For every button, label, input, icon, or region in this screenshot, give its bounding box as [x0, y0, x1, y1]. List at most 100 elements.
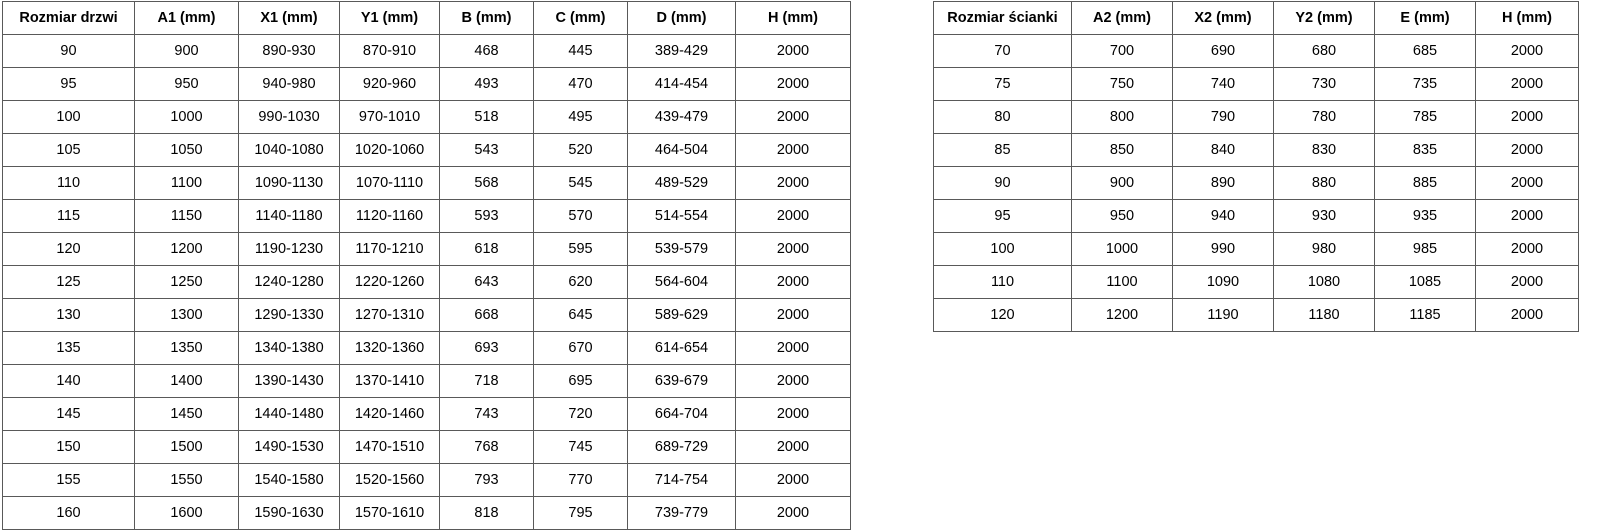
door-table-cell: 793 [439, 463, 534, 497]
wall-table-cell: 70 [933, 34, 1072, 68]
door-table-cell: 564-604 [627, 265, 736, 299]
wall-table-cell: 80 [933, 100, 1072, 134]
door-table-cell: 2000 [735, 430, 851, 464]
door-table-cell: 1550 [134, 463, 239, 497]
door-table-cell: 1420-1460 [339, 397, 440, 431]
door-table-cell: 990-1030 [238, 100, 340, 134]
wall-table-cell: 2000 [1475, 100, 1579, 134]
door-table-cell: 445 [533, 34, 628, 68]
wall-table-cell: 1185 [1374, 298, 1476, 332]
door-table-cell: 1390-1430 [238, 364, 340, 398]
door-table-cell: 520 [533, 133, 628, 167]
wall-table-row: 100 1000 990 980 985 2000 [933, 232, 1579, 266]
door-table-cell: 100 [2, 100, 135, 134]
door-table-cell: 593 [439, 199, 534, 233]
door-table-row: 160 1600 1590-1630 1570-1610 818 795 739-779 20… [2, 496, 851, 530]
wall-table-cell: 700 [1071, 34, 1173, 68]
door-table-cell: 1220-1260 [339, 265, 440, 299]
door-table-cell: 920-960 [339, 67, 440, 101]
door-table-body: 90 900 890-930 870-910 468 445 389-429 2000 95 95… [2, 34, 851, 530]
wall-table-head: Rozmiar ścianki A2 (mm) X2 (mm) Y2 (mm) E (m… [933, 1, 1579, 35]
wall-table-row: 95 950 940 930 935 2000 [933, 199, 1579, 233]
door-table-cell: 105 [2, 133, 135, 167]
door-table-cell: 1200 [134, 232, 239, 266]
door-table-cell: 539-579 [627, 232, 736, 266]
wall-table-cell: 2000 [1475, 265, 1579, 299]
door-table-cell: 155 [2, 463, 135, 497]
door-table-cell: 439-479 [627, 100, 736, 134]
door-table-cell: 718 [439, 364, 534, 398]
door-table-cell: 689-729 [627, 430, 736, 464]
wall-table-cell: 2000 [1475, 232, 1579, 266]
door-table-cell: 1470-1510 [339, 430, 440, 464]
door-table-cell: 570 [533, 199, 628, 233]
door-table-cell: 1500 [134, 430, 239, 464]
door-table-cell: 1300 [134, 298, 239, 332]
door-table-cell: 770 [533, 463, 628, 497]
door-table-cell: 695 [533, 364, 628, 398]
door-table-cell: 518 [439, 100, 534, 134]
door-table-cell: 470 [533, 67, 628, 101]
wall-column-header: Y2 (mm) [1273, 1, 1375, 35]
door-table-cell: 2000 [735, 397, 851, 431]
door-table-cell: 643 [439, 265, 534, 299]
door-table-cell: 1340-1380 [238, 331, 340, 365]
door-table-cell: 2000 [735, 67, 851, 101]
wall-table-cell: 690 [1172, 34, 1274, 68]
wall-table-cell: 935 [1374, 199, 1476, 233]
door-table-row: 100 1000 990-1030 970-1010 518 495 439-479 2000 [2, 100, 851, 134]
wall-table-row: 90 900 890 880 885 2000 [933, 166, 1579, 200]
door-table-cell: 1350 [134, 331, 239, 365]
door-table-cell: 614-654 [627, 331, 736, 365]
door-table-cell: 714-754 [627, 463, 736, 497]
wall-table-row: 70 700 690 680 685 2000 [933, 34, 1579, 68]
wall-table-body: 70 700 690 680 685 2000 75 750 740 730 735 2000 80 80… [933, 34, 1579, 332]
door-table-cell: 160 [2, 496, 135, 530]
door-table-cell: 693 [439, 331, 534, 365]
door-table-cell: 589-629 [627, 298, 736, 332]
door-table-cell: 618 [439, 232, 534, 266]
door-table-cell: 1450 [134, 397, 239, 431]
wall-table-cell: 900 [1071, 166, 1173, 200]
door-table-cell: 489-529 [627, 166, 736, 200]
wall-table-cell: 75 [933, 67, 1072, 101]
wall-column-header: X2 (mm) [1172, 1, 1274, 35]
door-table-cell: 468 [439, 34, 534, 68]
wall-table-cell: 790 [1172, 100, 1274, 134]
wall-table-cell: 950 [1071, 199, 1173, 233]
door-table-header-row: Rozmiar drzwi A1 (mm) X1 (mm) Y1 (mm) B (mm)… [2, 1, 851, 35]
door-size-dimension-table: Rozmiar drzwi A1 (mm) X1 (mm) Y1 (mm) B (mm)… [2, 1, 851, 530]
wall-table-cell: 840 [1172, 133, 1274, 167]
door-table-cell: 2000 [735, 331, 851, 365]
door-column-header: Rozmiar drzwi [2, 1, 135, 35]
wall-table-cell: 1200 [1071, 298, 1173, 332]
door-table-cell: 2000 [735, 364, 851, 398]
wall-table-cell: 90 [933, 166, 1072, 200]
wall-table-cell: 990 [1172, 232, 1274, 266]
wall-table-cell: 835 [1374, 133, 1476, 167]
door-table-cell: 743 [439, 397, 534, 431]
wall-table-cell: 940 [1172, 199, 1274, 233]
door-column-header: A1 (mm) [134, 1, 239, 35]
door-table-cell: 120 [2, 232, 135, 266]
door-table-row: 125 1250 1240-1280 1220-1260 643 620 564-604 20… [2, 265, 851, 299]
door-table-cell: 2000 [735, 100, 851, 134]
door-table-cell: 1490-1530 [238, 430, 340, 464]
door-column-header: C (mm) [533, 1, 628, 35]
wall-table-cell: 740 [1172, 67, 1274, 101]
door-table-cell: 595 [533, 232, 628, 266]
door-table-cell: 739-779 [627, 496, 736, 530]
door-table-cell: 150 [2, 430, 135, 464]
door-table-cell: 1440-1480 [238, 397, 340, 431]
wall-table-cell: 1090 [1172, 265, 1274, 299]
door-table-cell: 890-930 [238, 34, 340, 68]
door-table-cell: 1000 [134, 100, 239, 134]
door-table-row: 155 1550 1540-1580 1520-1560 793 770 714-754 20… [2, 463, 851, 497]
door-table-cell: 2000 [735, 199, 851, 233]
wall-table-cell: 800 [1071, 100, 1173, 134]
wall-column-header: A2 (mm) [1071, 1, 1173, 35]
door-table-cell: 130 [2, 298, 135, 332]
door-table-cell: 2000 [735, 232, 851, 266]
wall-table-cell: 890 [1172, 166, 1274, 200]
